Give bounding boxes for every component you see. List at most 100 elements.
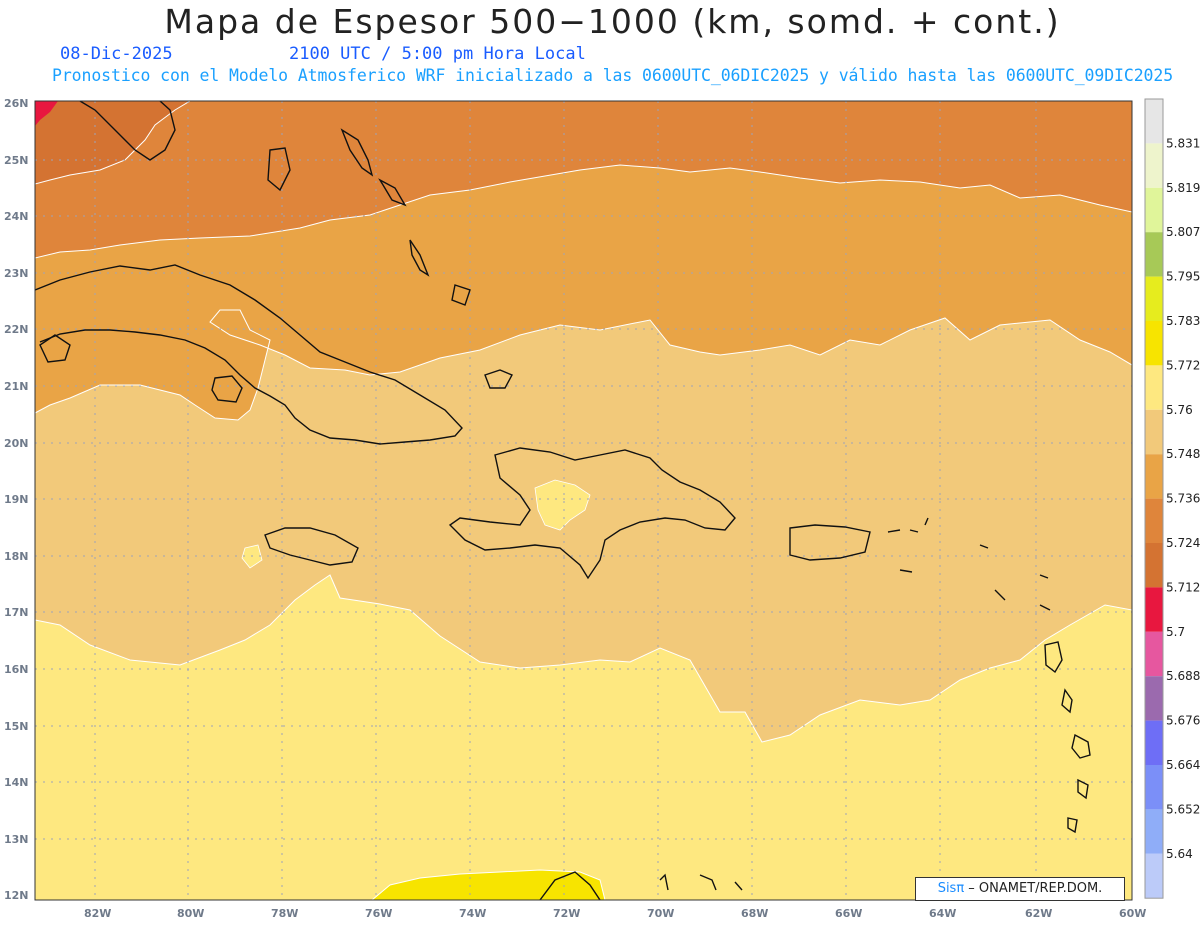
fill-zone-5772 [371,869,606,900]
lon-labels: 82W 80W 78W 76W 74W 72W 70W 68W 66W 64W … [84,907,1146,920]
lat-label-19n: 19N [4,493,29,506]
colorbar-label: 5.807 [1166,225,1200,239]
coast-hispaniola [448,447,736,580]
colorbar-label: 5.664 [1166,758,1200,772]
credit-text: – ONAMET/REP.DOM. [964,881,1103,896]
colorbar-label: 5.795 [1166,270,1200,284]
colorbar-swatch [1145,187,1163,233]
lat-label-26n: 26N [4,97,29,110]
lat-label-18n: 18N [4,550,29,563]
colorbar-label: 5.736 [1166,492,1200,506]
lon-label-82w: 82W [84,907,111,920]
lat-label-23n: 23N [4,267,29,280]
lon-label-80w: 80W [177,907,204,920]
lon-label-74w: 74W [459,907,486,920]
lon-label-62w: 62W [1025,907,1052,920]
coast-jamaica [264,527,359,566]
colorbar-swatch [1145,276,1163,321]
coast-florida [79,101,176,161]
coast-lesser-antilles-1 [1044,641,1063,674]
lat-label-13n: 13N [4,833,29,846]
colorbar-swatch [1145,765,1163,810]
lat-label-17n: 17N [4,606,29,619]
forecast-date: 08-Dic-2025 [60,44,173,64]
colorbar-swatch [1145,99,1163,144]
credit-box: Sisπ – ONAMET/REP.DOM. [915,877,1125,901]
lat-labels: 26N 25N 24N 23N 22N 21N 20N 19N 18N 17N … [4,97,29,902]
lat-label-14n: 14N [4,776,29,789]
colorbar-swatch [1145,676,1163,721]
coast-cuba [35,264,463,445]
colorbar-swatch [1145,853,1163,899]
colorbar-swatch [1145,498,1163,543]
lat-label-25n: 25N [4,154,29,167]
fill-patch-hispaniola [534,479,591,531]
colorbar-swatch [1145,365,1163,410]
colorbar-swatch [1145,720,1163,765]
lon-label-68w: 68W [741,907,768,920]
lon-label-78w: 78W [271,907,298,920]
map-frame [34,100,1133,901]
lat-label-24n: 24N [4,210,29,223]
colorbar-swatch [1145,543,1163,588]
colorbar-label: 5.676 [1166,714,1200,728]
colorbar-swatch [1145,143,1163,188]
lat-label-22n: 22N [4,323,29,336]
colorbar-label: 5.712 [1166,580,1200,594]
colorbar-label: 5.724 [1166,536,1200,550]
coast-turks [484,369,513,389]
lon-label-70w: 70W [647,907,674,920]
model-info: Pronostico con el Modelo Atmosferico WRF… [52,66,1174,85]
colorbar-label: 5.64 [1166,847,1193,861]
colorbar-label: 5.783 [1166,314,1200,328]
colorbar-swatch [1145,454,1163,499]
colorbar-swatch [1145,587,1163,632]
colorbar-swatch [1145,809,1163,854]
forecast-time: 2100 UTC / 5:00 pm Hora Local [289,44,586,64]
coast-yucatan [39,334,71,363]
lat-label-21n: 21N [4,380,29,393]
fill-zone-5724 [35,101,1132,259]
lon-label-66w: 66W [835,907,862,920]
lon-label-72w: 72W [553,907,580,920]
colorbar-label: 5.652 [1166,802,1200,816]
colorbar-frame [1144,98,1164,899]
lat-label-16n: 16N [4,663,29,676]
coast-small-islands [899,544,1051,611]
colorbar-label: 5.819 [1166,181,1200,195]
coast-lesser-antilles-5 [1067,817,1078,834]
coast-bahamas-4 [409,239,430,277]
coast-bahamas-3 [378,178,407,207]
lat-label-20n: 20N [4,437,29,450]
colorbar-label: 5.688 [1166,669,1200,683]
coast-bahamas-5 [451,284,471,306]
lat-label-12n: 12N [4,889,29,902]
colorbar-swatch [1145,321,1163,366]
lon-label-64w: 64W [929,907,956,920]
colorbar-label: 5.831 [1166,136,1200,150]
colorbar-swatch [1145,409,1163,455]
coast-lesser-antilles-3 [1071,733,1091,759]
coast-lesser-antilles-2 [1061,688,1073,714]
map-fill [35,101,1132,900]
coast-aruba-curacao [659,873,743,891]
map-title: Mapa de Espesor 500−1000 (km, somd. + co… [164,2,1061,41]
coast-virgin-islands [887,517,929,533]
colorbar-swatch [1145,631,1163,677]
colorbar-label: 5.76 [1166,403,1193,417]
credit-brand: Sisπ [937,881,965,896]
coast-venezuela [539,871,601,900]
coast-puerto-rico [789,524,871,561]
grid-lines [35,101,1132,900]
colorbar-label: 5.772 [1166,358,1200,372]
coast-bahamas-2 [340,128,374,177]
lon-label-60w: 60W [1119,907,1146,920]
lat-label-15n: 15N [4,720,29,733]
coastlines [35,101,1091,900]
lon-label-76w: 76W [365,907,392,920]
colorbar: 5.831 5.819 5.807 5.795 5.783 5.772 5.76 5.748 5… [1144,98,1200,899]
colorbar-label: 5.748 [1166,447,1200,461]
fill-zone-5700 [35,101,58,126]
coast-isle-of-youth [211,375,243,403]
